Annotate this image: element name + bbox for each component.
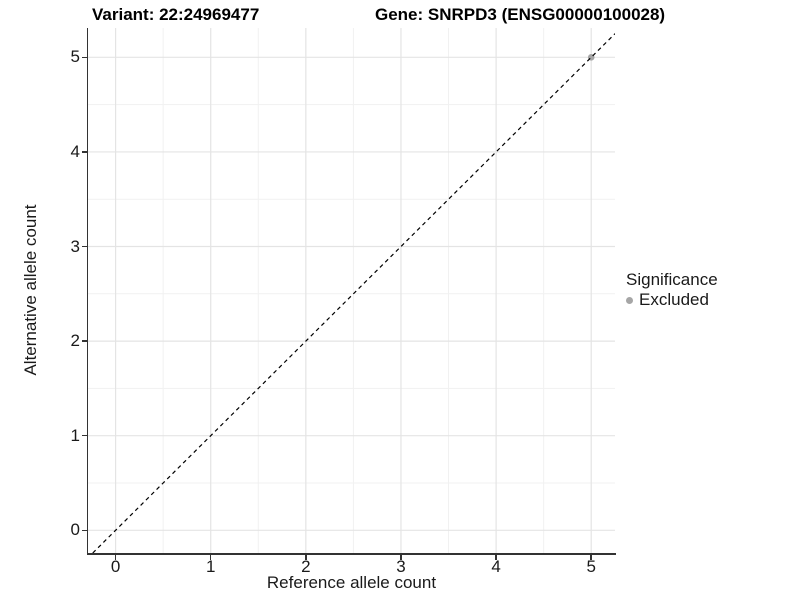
chart-title-gene: Gene: SNRPD3 (ENSG00000100028) (375, 5, 666, 24)
y-tick-label: 2 (70, 331, 80, 351)
x-axis-title: Reference allele count (266, 573, 437, 592)
y-axis-line (86, 27, 89, 555)
y-tick-mark (81, 529, 87, 532)
x-tick-label: 3 (396, 557, 406, 576)
plot-panel (88, 28, 616, 554)
x-tick-mark (209, 554, 212, 560)
x-tick-label: 5 (586, 557, 596, 576)
y-tick-label: 5 (70, 47, 80, 67)
legend: Significance Excluded (626, 270, 718, 309)
legend-entry: Excluded (626, 290, 718, 309)
y-tick-label: 1 (70, 425, 80, 445)
x-tick-label: 2 (301, 557, 311, 576)
y-tick-label: 0 (70, 520, 80, 540)
x-tick-mark (305, 554, 307, 560)
y-tick-mark (81, 434, 87, 437)
y-tick-mark (81, 56, 87, 59)
x-tick-mark (495, 554, 497, 560)
x-tick-label: 4 (491, 557, 501, 576)
y-tick-label: 4 (70, 141, 80, 161)
legend-title: Significance (626, 270, 718, 289)
x-tick-mark (590, 554, 592, 560)
identity-reference-line (92, 33, 616, 554)
legend-key-dot-icon (626, 296, 633, 304)
x-axis-line (86, 553, 616, 555)
y-tick-label: 3 (70, 236, 80, 256)
x-tick-mark (114, 554, 117, 560)
legend-entries: Excluded (626, 290, 718, 309)
x-tick-label: 0 (110, 557, 121, 576)
y-tick-mark (81, 151, 87, 153)
x-tick-label: 1 (205, 557, 216, 576)
y-tick-mark (81, 340, 87, 342)
y-tick-mark (81, 245, 87, 248)
legend-entry-label: Excluded (639, 290, 709, 309)
x-tick-mark (400, 554, 402, 560)
y-axis-title: Alternative allele count (21, 204, 40, 376)
chart-title-variant: Variant: 22:24969477 (92, 5, 260, 24)
plot-canvas (88, 28, 616, 554)
